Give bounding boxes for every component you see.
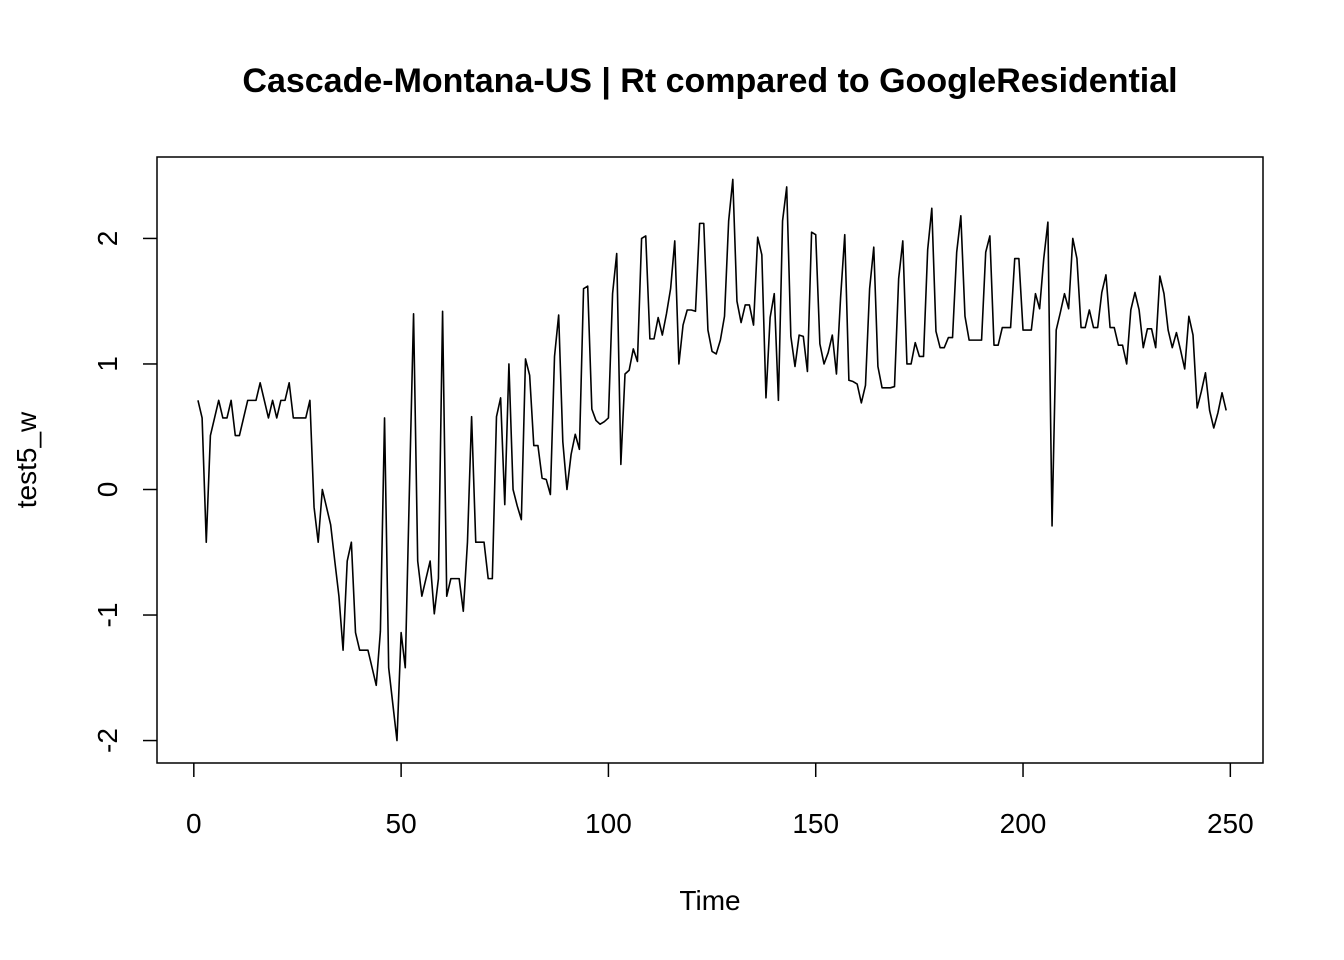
y-axis: -2 -1 0 1 2 [92,231,157,753]
x-tick-label: 100 [585,808,632,839]
y-tick-label: 1 [92,356,123,372]
x-tick-label: 50 [386,808,417,839]
x-axis: 0 50 100 150 200 250 [186,763,1254,839]
y-tick-label: 2 [92,231,123,247]
plot-frame [156,156,1264,764]
chart-title: Cascade-Montana-US | Rt compared to Goog… [242,62,1177,100]
y-tick-label: -1 [92,603,123,628]
y-tick-label: -2 [92,728,123,753]
series-line [197,178,1227,742]
x-tick-label: 200 [1000,808,1047,839]
x-tick-label: 0 [186,808,202,839]
x-tick-label: 250 [1207,808,1254,839]
x-tick-label: 150 [792,808,839,839]
x-axis-label: Time [679,885,740,916]
y-tick-label: 0 [92,482,123,498]
y-axis-label: test5_w [11,411,42,508]
